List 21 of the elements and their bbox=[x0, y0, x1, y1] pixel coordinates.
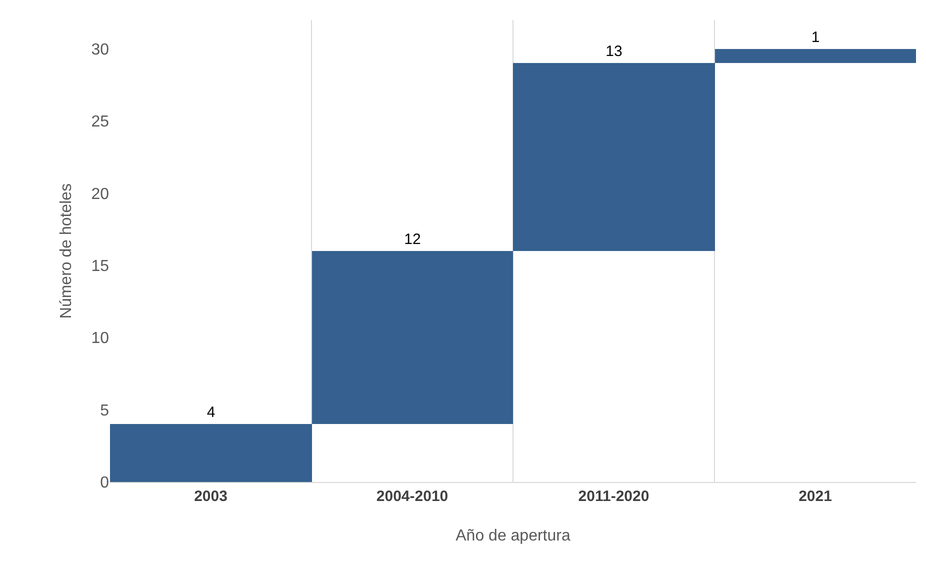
bar bbox=[715, 49, 916, 63]
data-label: 13 bbox=[606, 43, 622, 60]
y-tick-label: 15 bbox=[91, 258, 110, 276]
bar bbox=[513, 63, 715, 251]
y-tick-label: 30 bbox=[91, 41, 110, 58]
x-axis-title: Año de apertura bbox=[456, 528, 570, 545]
data-label: 4 bbox=[206, 404, 216, 421]
y-tick-label: 25 bbox=[91, 114, 110, 131]
bar bbox=[312, 251, 513, 424]
x-tick-label: 2004-2010 bbox=[376, 488, 448, 505]
y-axis-title: Número de hoteles bbox=[58, 183, 76, 319]
data-label: 12 bbox=[404, 231, 421, 248]
x-tick-label: 2011-2020 bbox=[578, 488, 650, 505]
y-tick-label: 0 bbox=[100, 474, 110, 492]
bar bbox=[110, 424, 312, 482]
y-tick-label: 10 bbox=[91, 330, 110, 348]
data-label: 1 bbox=[811, 29, 820, 46]
x-tick-label: 2003 bbox=[194, 488, 228, 505]
y-tick-label: 20 bbox=[91, 186, 110, 203]
x-tick-label: 2021 bbox=[798, 488, 832, 505]
y-tick-label: 5 bbox=[100, 402, 110, 420]
